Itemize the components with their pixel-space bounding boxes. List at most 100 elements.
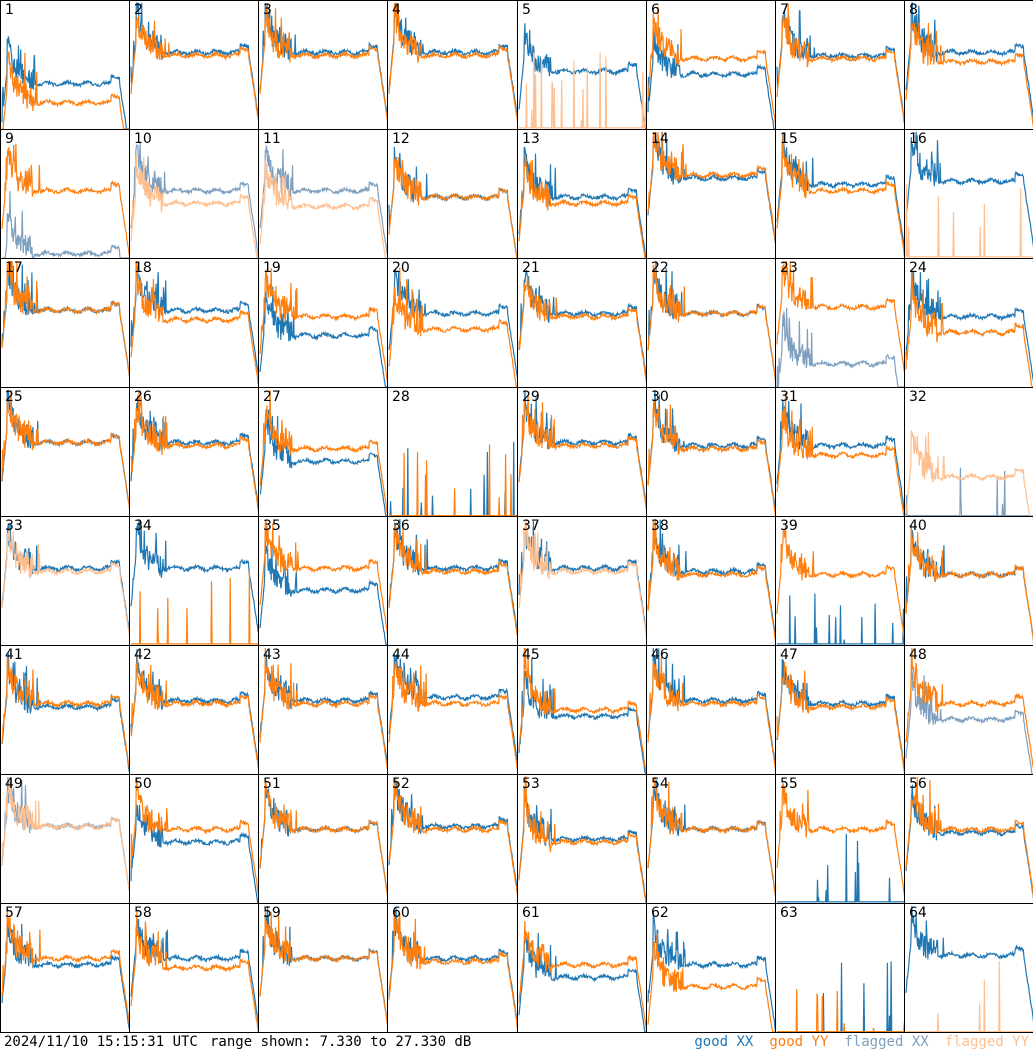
antenna-number: 47 — [780, 647, 798, 663]
yy-series-line — [130, 776, 258, 897]
xx-series-line — [388, 2, 517, 119]
antenna-panel: 58 — [129, 903, 259, 1033]
antenna-number: 38 — [651, 518, 669, 534]
yy-series-line — [647, 933, 775, 1032]
xx-series-line — [130, 394, 258, 510]
antenna-number: 15 — [780, 131, 798, 147]
panel-plot — [776, 260, 904, 387]
xx-series-line — [130, 260, 258, 376]
yy-series-line — [647, 131, 775, 242]
yy-series-line — [389, 444, 517, 516]
antenna-panel: 29 — [517, 387, 647, 517]
xx-series-line — [518, 786, 646, 903]
yy-series-line — [905, 776, 1033, 897]
xx-series-line — [776, 400, 904, 512]
yy-series-line — [130, 655, 258, 770]
yy-series-line — [776, 392, 904, 516]
xx-series-line — [518, 269, 646, 381]
xx-series-line — [130, 518, 258, 634]
antenna-number: 19 — [263, 260, 281, 276]
antenna-number: 14 — [651, 131, 669, 147]
antenna-panel: 17 — [0, 258, 130, 388]
panel-plot — [388, 518, 517, 637]
range-shown-text: range shown: 7.330 to 27.330 dB — [210, 1034, 472, 1050]
antenna-number: 2 — [134, 2, 143, 18]
panel-plot — [388, 654, 517, 771]
antenna-panel: 22 — [646, 258, 776, 388]
yy-series-line — [259, 911, 387, 1026]
antenna-number: 10 — [134, 131, 152, 147]
panel-plot — [1, 143, 129, 258]
antenna-number: 32 — [909, 389, 927, 405]
antenna-number: 3 — [263, 2, 272, 18]
xx-series-line — [518, 657, 646, 774]
yy-series-line — [130, 909, 258, 1032]
yy-series-line — [388, 267, 517, 387]
antenna-panel: 46 — [646, 645, 776, 775]
antenna-number: 21 — [522, 260, 540, 276]
panel-plot — [905, 647, 1033, 774]
panel-plot — [647, 647, 775, 769]
antenna-number: 39 — [780, 518, 798, 534]
panel-plot — [130, 909, 258, 1032]
panel-plot — [389, 441, 517, 516]
yy-series-line — [1, 143, 129, 256]
antenna-panel: 11 — [258, 129, 388, 259]
panel-plot — [647, 6, 775, 129]
antenna-number: 1 — [5, 2, 14, 18]
yy-series-line — [905, 647, 1033, 770]
antenna-panel: 1 — [0, 0, 130, 130]
antenna-number: 25 — [5, 389, 23, 405]
xx-series-line — [388, 654, 517, 765]
antenna-panel: 19 — [258, 258, 388, 388]
panel-plot — [259, 268, 387, 387]
antenna-number: 63 — [780, 905, 798, 921]
timestamp: 2024/11/10 15:15:31 UTC — [4, 1034, 198, 1050]
antenna-number: 7 — [780, 2, 789, 18]
antenna-number: 43 — [263, 647, 281, 663]
yy-series-line — [388, 661, 517, 771]
antenna-panel: 52 — [387, 774, 518, 904]
antenna-panel: 48 — [904, 645, 1033, 775]
yy-series-line — [777, 989, 904, 1032]
xx-series-line — [647, 519, 775, 639]
antenna-panel: 60 — [387, 903, 518, 1033]
yy-series-line — [647, 6, 775, 126]
panel-plot — [905, 430, 1033, 516]
panel-plot — [518, 23, 646, 129]
panel-plot — [905, 905, 1033, 1032]
xx-series-line — [905, 905, 1033, 1023]
panel-plot — [130, 389, 258, 512]
yy-series-line — [905, 526, 1033, 641]
antenna-panel: 5 — [517, 0, 647, 130]
antenna-number: 61 — [522, 905, 540, 921]
panel-plot — [776, 783, 904, 903]
antenna-panel: 8 — [904, 0, 1033, 130]
yy-series-line — [1, 907, 129, 1026]
antenna-number: 20 — [392, 260, 410, 276]
antenna-panel: 21 — [517, 258, 647, 388]
yy-series-line — [130, 15, 258, 122]
panel-plot — [905, 776, 1033, 900]
antenna-panel: 55 — [775, 774, 905, 904]
antenna-number: 13 — [522, 131, 540, 147]
yy-series-line — [388, 523, 517, 637]
antenna-panel: 45 — [517, 645, 647, 775]
panel-plot — [518, 146, 646, 258]
antenna-panel: 16 — [904, 129, 1033, 259]
antenna-number: 55 — [780, 776, 798, 792]
panel-plot — [1, 36, 129, 129]
antenna-number: 53 — [522, 776, 540, 792]
xx-series-line — [259, 540, 387, 645]
yy-series-line — [259, 519, 387, 636]
antenna-panel: 43 — [258, 645, 388, 775]
panel-plot — [259, 2, 387, 123]
panel-plot — [776, 392, 904, 516]
antenna-number: 6 — [651, 2, 660, 18]
xx-series-line — [518, 23, 646, 129]
yy-series-line — [518, 276, 646, 384]
yy-series-line — [776, 783, 904, 897]
yy-series-line — [905, 184, 1033, 258]
antenna-panel: 35 — [258, 516, 388, 646]
yy-series-line — [518, 647, 646, 774]
